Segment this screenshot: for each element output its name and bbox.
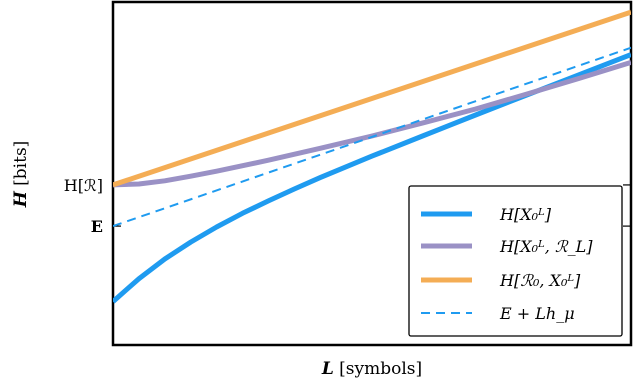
y-tick-label-0: H[ℛ] [64, 176, 103, 195]
y-tick-label-1: E [91, 217, 103, 236]
legend-label-0: H[X₀ᴸ] [499, 205, 552, 224]
series-line-2 [113, 9, 631, 188]
series-layer [113, 9, 631, 304]
x-axis-label: L [symbols] [321, 359, 422, 379]
plot-frame [111, 0, 633, 347]
legend-label-3: E + Lh_μ [499, 304, 575, 323]
y-axis-label: H [bits] [11, 141, 31, 209]
y-tick-labels: H[ℛ] E [64, 176, 103, 236]
legend: H[X₀ᴸ] H[X₀ᴸ, ℛ_L] H[ℛ₀, X₀ᴸ] E + Lh_μ [408, 185, 623, 337]
legend-label-2: H[ℛ₀, X₀ᴸ] [499, 271, 581, 290]
legend-label-1: H[X₀ᴸ, ℛ_L] [499, 237, 593, 256]
series-line-1 [113, 60, 631, 188]
legend-box [408, 185, 623, 337]
series-line-3 [113, 46, 631, 228]
